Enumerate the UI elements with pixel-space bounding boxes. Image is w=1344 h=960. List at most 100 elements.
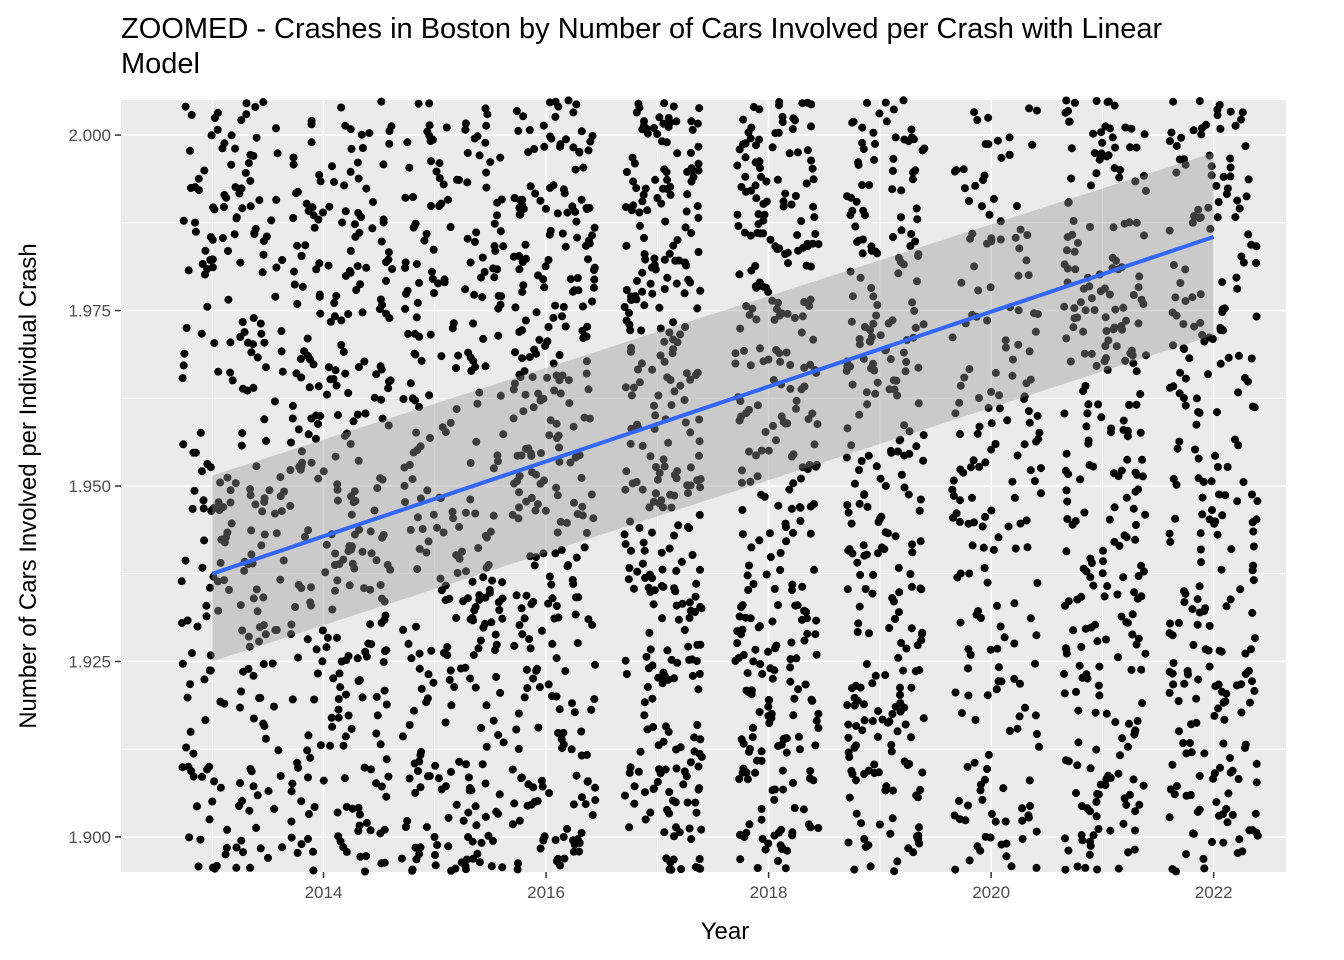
data-point xyxy=(770,315,779,324)
data-point xyxy=(1097,128,1106,137)
data-point xyxy=(1102,709,1111,718)
data-point xyxy=(446,223,455,231)
data-point xyxy=(956,465,965,474)
data-point xyxy=(666,190,675,199)
data-points xyxy=(177,96,1262,876)
data-point xyxy=(779,197,788,206)
data-point xyxy=(955,517,964,526)
data-point xyxy=(214,498,223,507)
data-point xyxy=(1118,734,1127,743)
data-point xyxy=(540,142,549,151)
data-point xyxy=(490,219,499,228)
data-point xyxy=(1192,420,1201,429)
data-point xyxy=(853,558,862,567)
data-point xyxy=(847,441,856,450)
data-point xyxy=(355,810,364,819)
data-point xyxy=(551,549,560,558)
data-point xyxy=(349,417,358,426)
data-point xyxy=(913,277,921,286)
data-point xyxy=(201,246,210,255)
data-point xyxy=(793,231,802,240)
data-point xyxy=(968,229,977,238)
data-point xyxy=(809,202,818,211)
data-point xyxy=(696,602,705,611)
data-point xyxy=(676,381,685,390)
data-point xyxy=(182,743,191,752)
data-point xyxy=(733,627,742,636)
data-point xyxy=(760,210,769,219)
data-point xyxy=(426,330,435,339)
data-point xyxy=(1119,303,1128,312)
data-point xyxy=(867,284,876,292)
data-point xyxy=(475,151,484,160)
data-point xyxy=(486,158,495,167)
data-point xyxy=(1098,138,1107,147)
data-point xyxy=(508,820,517,829)
data-point xyxy=(405,721,414,729)
data-point xyxy=(259,660,268,669)
data-point xyxy=(565,399,574,408)
data-point xyxy=(651,489,660,498)
data-point xyxy=(1072,687,1080,696)
data-point xyxy=(326,741,335,750)
data-point xyxy=(384,384,393,393)
data-point xyxy=(681,323,690,331)
data-point xyxy=(790,804,799,812)
data-point xyxy=(1175,437,1184,446)
data-point xyxy=(552,419,561,428)
data-point xyxy=(1075,661,1084,670)
data-point xyxy=(672,474,681,483)
data-point xyxy=(399,395,408,403)
data-point xyxy=(1222,602,1231,611)
data-point xyxy=(1092,745,1101,754)
data-point xyxy=(206,583,214,592)
data-point xyxy=(694,785,703,794)
data-point xyxy=(226,486,235,495)
data-point xyxy=(850,701,859,710)
data-point xyxy=(508,765,517,774)
data-point xyxy=(850,479,859,488)
data-point xyxy=(1010,674,1019,683)
data-point xyxy=(192,802,201,811)
data-point xyxy=(354,174,363,183)
data-point xyxy=(1109,469,1118,478)
data-point xyxy=(524,148,533,157)
data-point xyxy=(798,312,807,321)
data-point xyxy=(411,843,420,852)
data-point xyxy=(986,283,995,292)
data-point xyxy=(272,124,280,133)
data-point xyxy=(1031,711,1040,720)
data-point xyxy=(232,843,241,852)
data-point xyxy=(304,526,313,535)
data-point xyxy=(1218,511,1227,520)
data-point xyxy=(1035,428,1044,437)
data-point xyxy=(1239,258,1248,267)
data-point xyxy=(758,670,767,678)
data-point xyxy=(695,451,703,460)
data-point xyxy=(1216,326,1225,334)
data-point xyxy=(1218,278,1227,287)
data-point xyxy=(431,851,439,859)
data-point xyxy=(868,679,877,688)
data-point xyxy=(1005,726,1014,735)
data-point xyxy=(1234,388,1243,397)
data-point xyxy=(245,642,254,651)
data-point xyxy=(640,233,648,242)
data-point xyxy=(683,190,692,199)
data-point xyxy=(437,352,446,361)
data-point xyxy=(1121,123,1130,132)
data-point xyxy=(1252,759,1261,768)
data-point xyxy=(1101,781,1110,790)
data-point xyxy=(437,199,446,208)
data-point xyxy=(738,466,746,475)
data-point xyxy=(970,108,979,117)
data-point xyxy=(312,645,321,654)
data-point xyxy=(548,594,557,603)
data-point xyxy=(294,653,302,662)
data-point xyxy=(665,809,674,818)
data-point xyxy=(361,409,370,418)
data-point xyxy=(471,237,479,246)
data-point xyxy=(781,864,790,873)
data-point xyxy=(1018,804,1027,813)
data-point xyxy=(532,349,541,358)
